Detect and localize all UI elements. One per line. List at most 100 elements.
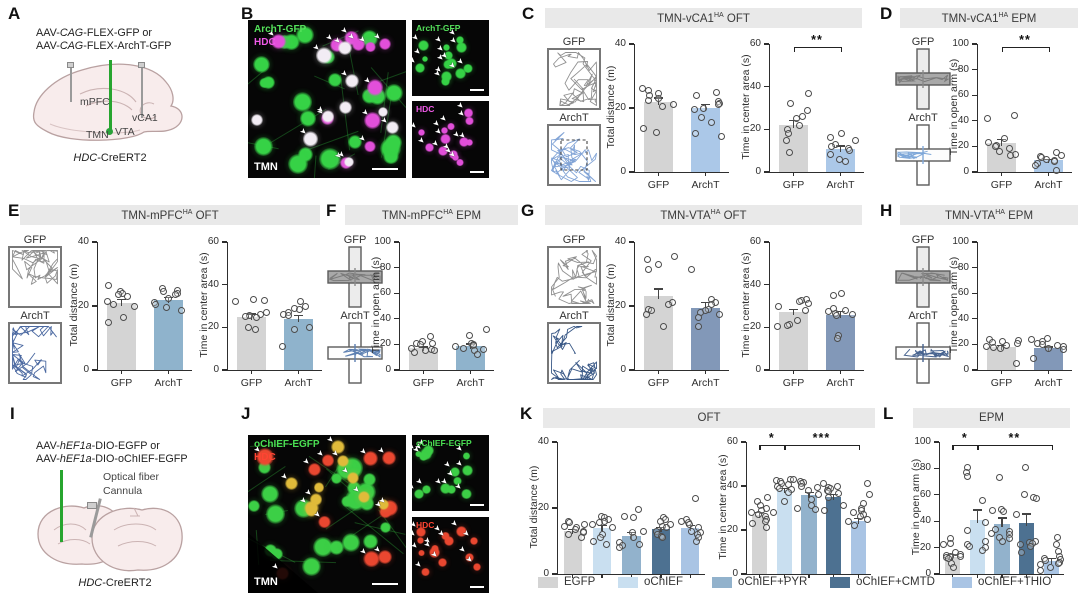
soma — [438, 145, 449, 156]
x-axis — [96, 370, 192, 372]
data-point — [821, 506, 829, 514]
data-point — [753, 497, 761, 505]
soma — [463, 108, 474, 118]
region-label-tmn-b: TMN — [254, 161, 278, 173]
soma — [319, 147, 341, 170]
error-cap — [1047, 558, 1057, 560]
panel-k-label: K — [520, 404, 533, 423]
x-cat-tick — [704, 172, 707, 176]
neurite — [379, 61, 406, 82]
chart-open-arm-d: 0 20 40 60 80 100 Time in open arm (s) GFP ArchT… — [946, 32, 1078, 196]
y-tick-label: 0 — [385, 364, 391, 375]
data-point — [797, 482, 805, 490]
bar-GFP — [643, 101, 674, 172]
microscopy-ochief-channel: oChIEF-EGFP ➤ ➤ ➤ ➤ ➤ ➤ ➤ ➤ ➤ ➤ ➤ ➤ ➤ — [412, 435, 489, 511]
epm-maze-drawing — [895, 48, 951, 110]
microscopy-archt-gfp-channel: ArchT-GFP ➤ ➤ ➤ ➤ ➤ ➤ ➤ ➤ ➤ ➤ ➤ ➤ ➤ — [412, 20, 489, 96]
data-point — [411, 348, 419, 356]
epm-maze-gfp — [327, 246, 383, 308]
data-point — [715, 101, 723, 109]
x-cat-tick — [857, 574, 860, 578]
data-point — [621, 512, 629, 520]
soma — [271, 33, 286, 49]
soma — [465, 552, 475, 562]
region-label-mpfc: mPFC — [80, 96, 110, 108]
y-axis — [556, 442, 558, 576]
x-cat-tick — [297, 370, 300, 374]
data-point — [301, 302, 309, 310]
y-axis — [96, 242, 98, 372]
bar-GFP — [986, 346, 1017, 370]
legend-label-ochief-pyr: oChIEF+PYR — [738, 576, 808, 588]
open-field-track-archt — [8, 322, 62, 384]
data-point — [780, 497, 788, 505]
error-bar — [808, 491, 810, 498]
aav-construct-text-i: AAV-hEF1a-DIO-EGFP or AAV-hEF1a-DIO-oChI… — [36, 440, 188, 465]
cannula-mpfc-cap — [67, 62, 74, 68]
y-tick-label: 0 — [543, 568, 549, 579]
soma — [462, 452, 471, 460]
cannula-mpfc — [70, 68, 72, 102]
x-cat-tick — [601, 574, 603, 578]
y-tick — [972, 343, 977, 345]
data-point — [1032, 495, 1040, 503]
data-point — [669, 101, 677, 109]
y-tick — [92, 305, 97, 307]
epm-maze-drawing — [327, 246, 383, 308]
y-tick — [764, 128, 769, 130]
data-point — [152, 300, 160, 308]
data-point — [796, 298, 804, 306]
scale-bar — [470, 586, 484, 588]
data-point — [249, 296, 257, 304]
data-point — [479, 346, 487, 354]
chart-open-arm-h: 0 20 40 60 80 100 Time in open arm (s) GFP ArchT — [946, 230, 1078, 394]
cannula-label: Cannula — [103, 485, 143, 497]
sig-bracket — [952, 445, 978, 447]
data-point — [560, 522, 568, 530]
channel-label-archt-gfp: ArchT-GFP — [254, 24, 307, 35]
data-point — [262, 308, 270, 316]
soma — [444, 536, 455, 547]
panel-c-header: TMN-vCA1HA OFT — [545, 8, 862, 28]
y-tick — [934, 520, 939, 522]
data-point — [828, 142, 836, 150]
y-tick — [972, 43, 977, 45]
sig-bracket-end — [1048, 47, 1050, 52]
cannula-vca1-cap — [138, 62, 145, 68]
data-point — [850, 508, 858, 516]
data-point — [635, 506, 643, 514]
condition-label-gfp: GFP — [562, 234, 586, 246]
channel-label-ochief-small: oChIEF-EGFP — [416, 438, 472, 448]
soma — [414, 63, 425, 74]
y-tick-label: 60 — [749, 38, 761, 49]
y-tick-label: 20 — [957, 140, 969, 152]
x-cat-tick — [808, 574, 810, 578]
data-point — [865, 491, 873, 499]
soma — [446, 57, 458, 69]
sig-bracket — [793, 47, 841, 49]
y-tick-label: 60 — [726, 436, 738, 447]
y-tick — [764, 326, 769, 328]
soma — [327, 73, 343, 88]
data-point — [978, 496, 986, 504]
sig-bracket-end — [784, 445, 786, 450]
data-point — [1005, 534, 1013, 542]
data-point — [981, 519, 989, 527]
error-bar — [297, 314, 300, 322]
optical-fiber-label: Optical fiber — [103, 471, 160, 483]
y-tick — [394, 343, 399, 345]
data-point — [718, 133, 726, 141]
panel-f-label: F — [326, 201, 337, 220]
error-bar — [1001, 517, 1003, 527]
y-axis — [938, 442, 940, 576]
data-point — [964, 526, 972, 534]
scale-bar — [372, 582, 398, 585]
data-point — [840, 502, 848, 510]
data-point — [988, 529, 996, 537]
data-point — [686, 521, 694, 528]
panel-b-label: B — [241, 4, 254, 23]
y-tick-label: 20 — [77, 300, 89, 311]
y-tick — [972, 145, 977, 147]
legend-label-egfp: EGFP — [564, 576, 596, 588]
x-cat-tick — [572, 574, 574, 578]
